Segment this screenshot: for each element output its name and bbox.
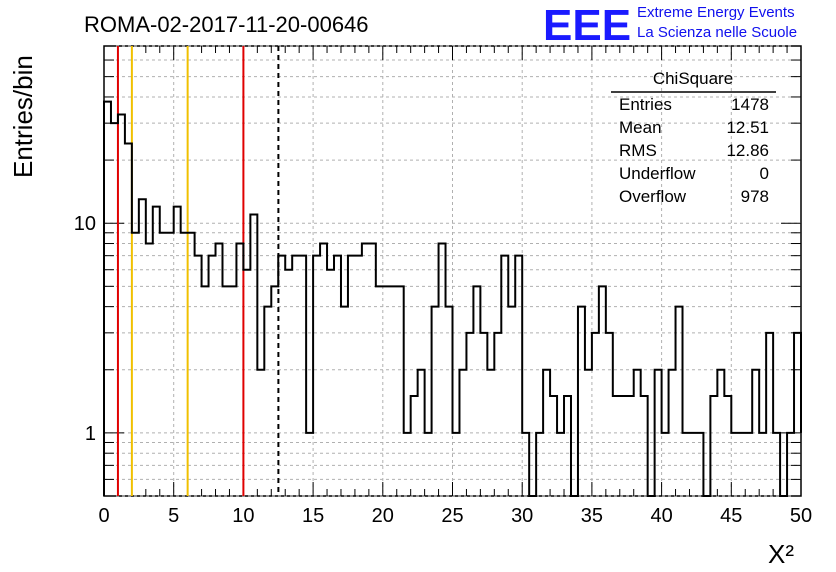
histogram-bin (174, 207, 181, 496)
x-tick-label: 35 (581, 505, 603, 527)
histogram-bin (327, 270, 334, 496)
histogram-outline (103, 100, 802, 497)
histogram-bin (167, 233, 174, 496)
histogram-bin (271, 286, 278, 496)
histogram-bin (222, 286, 229, 496)
histogram-bin (480, 333, 487, 496)
histogram-bin (390, 286, 397, 496)
stats-label: RMS (619, 141, 657, 160)
y-axis-title: Entries/bin (8, 55, 38, 178)
histogram-bin (188, 233, 195, 496)
histogram-bin (676, 307, 683, 496)
histogram-bin (160, 233, 167, 496)
histogram-bin (209, 256, 216, 496)
run-title: ROMA-02-2017-11-20-00646 (84, 12, 369, 37)
stats-label: Entries (619, 95, 672, 114)
histogram-bin (243, 270, 250, 496)
x-tick-label: 20 (372, 505, 394, 527)
stats-value: 0 (760, 164, 769, 183)
x-tick-label: 5 (168, 505, 179, 527)
histogram-bin (473, 286, 480, 496)
eee-logo-mark: EEE (543, 1, 631, 50)
histogram-bin (355, 256, 362, 496)
logo-line-2: La Scienza nelle Scuole (637, 24, 797, 41)
histogram-bin (397, 286, 404, 496)
stats-label: Mean (619, 118, 662, 137)
histogram-bin (376, 286, 383, 496)
axis-ticks: 0 5 10 15 20 25 30 35 40 45 50 1 10 (74, 45, 812, 527)
stats-value: 12.86 (726, 141, 769, 160)
histogram-bin (724, 396, 731, 496)
histogram-bin (578, 307, 585, 496)
histogram-bin (411, 396, 418, 496)
histogram-bin (613, 396, 620, 496)
histogram-bin (104, 102, 111, 496)
x-tick-label: 50 (790, 505, 812, 527)
histogram-bin (348, 256, 355, 496)
stats-label: Underflow (619, 164, 696, 183)
histogram-bin (515, 256, 522, 496)
histogram-bin (292, 256, 299, 496)
stats-box: ChiSquare Entries 1478 Mean 12.51 RMS 12… (611, 69, 776, 206)
histogram-bin (132, 233, 139, 496)
histogram (103, 100, 802, 497)
histogram-bin (794, 333, 801, 496)
histogram-bin (641, 396, 648, 496)
histogram-bin (383, 286, 390, 496)
histogram-bin (446, 307, 453, 496)
stats-value: 12.51 (726, 118, 769, 137)
x-tick-label: 45 (720, 505, 742, 527)
histogram-bin (564, 396, 571, 496)
stats-name: ChiSquare (653, 69, 733, 88)
stats-value: 1478 (731, 95, 769, 114)
histogram-bin (710, 396, 717, 496)
logo-line-1: Extreme Energy Events (637, 4, 795, 21)
histogram-bin (334, 256, 341, 496)
x-tick-label: 15 (302, 505, 324, 527)
histogram-bin (592, 333, 599, 496)
histogram-bin (606, 333, 613, 496)
y-tick-label: 1 (85, 423, 96, 445)
histogram-bin (181, 233, 188, 496)
histogram-bin (125, 143, 132, 496)
y-tick-label: 10 (74, 213, 96, 235)
histogram-bin (118, 114, 125, 496)
histogram-bin (550, 396, 557, 496)
x-tick-label: 25 (441, 505, 463, 527)
histogram-bin (627, 396, 634, 496)
histogram-bin (501, 256, 508, 496)
histogram-bin (599, 286, 606, 496)
histogram-bin (285, 270, 292, 496)
histogram-bin (432, 307, 439, 496)
x-tick-label: 30 (511, 505, 533, 527)
histogram-bin (766, 333, 773, 496)
stats-value: 978 (741, 187, 769, 206)
stats-label: Overflow (619, 187, 687, 206)
histogram-bin (153, 207, 160, 496)
histogram-bin (494, 333, 501, 496)
grid (104, 45, 801, 497)
histogram-bin (341, 307, 348, 496)
x-tick-label: 10 (232, 505, 254, 527)
reference-lines (116, 46, 280, 496)
histogram-bin (250, 215, 257, 496)
histogram-bin (229, 286, 236, 496)
histogram-bin (111, 123, 118, 496)
histogram-bin (313, 256, 320, 496)
histogram-bin (299, 256, 306, 496)
histogram-bin (508, 307, 515, 496)
histogram-bin (466, 333, 473, 496)
histogram-bin (264, 307, 271, 496)
x-axis-title: X² (768, 539, 794, 569)
x-tick-label: 0 (98, 505, 109, 527)
histogram-bin (620, 396, 627, 496)
histogram-bin (202, 286, 209, 496)
histogram-bin (195, 256, 202, 496)
x-tick-label: 40 (650, 505, 672, 527)
